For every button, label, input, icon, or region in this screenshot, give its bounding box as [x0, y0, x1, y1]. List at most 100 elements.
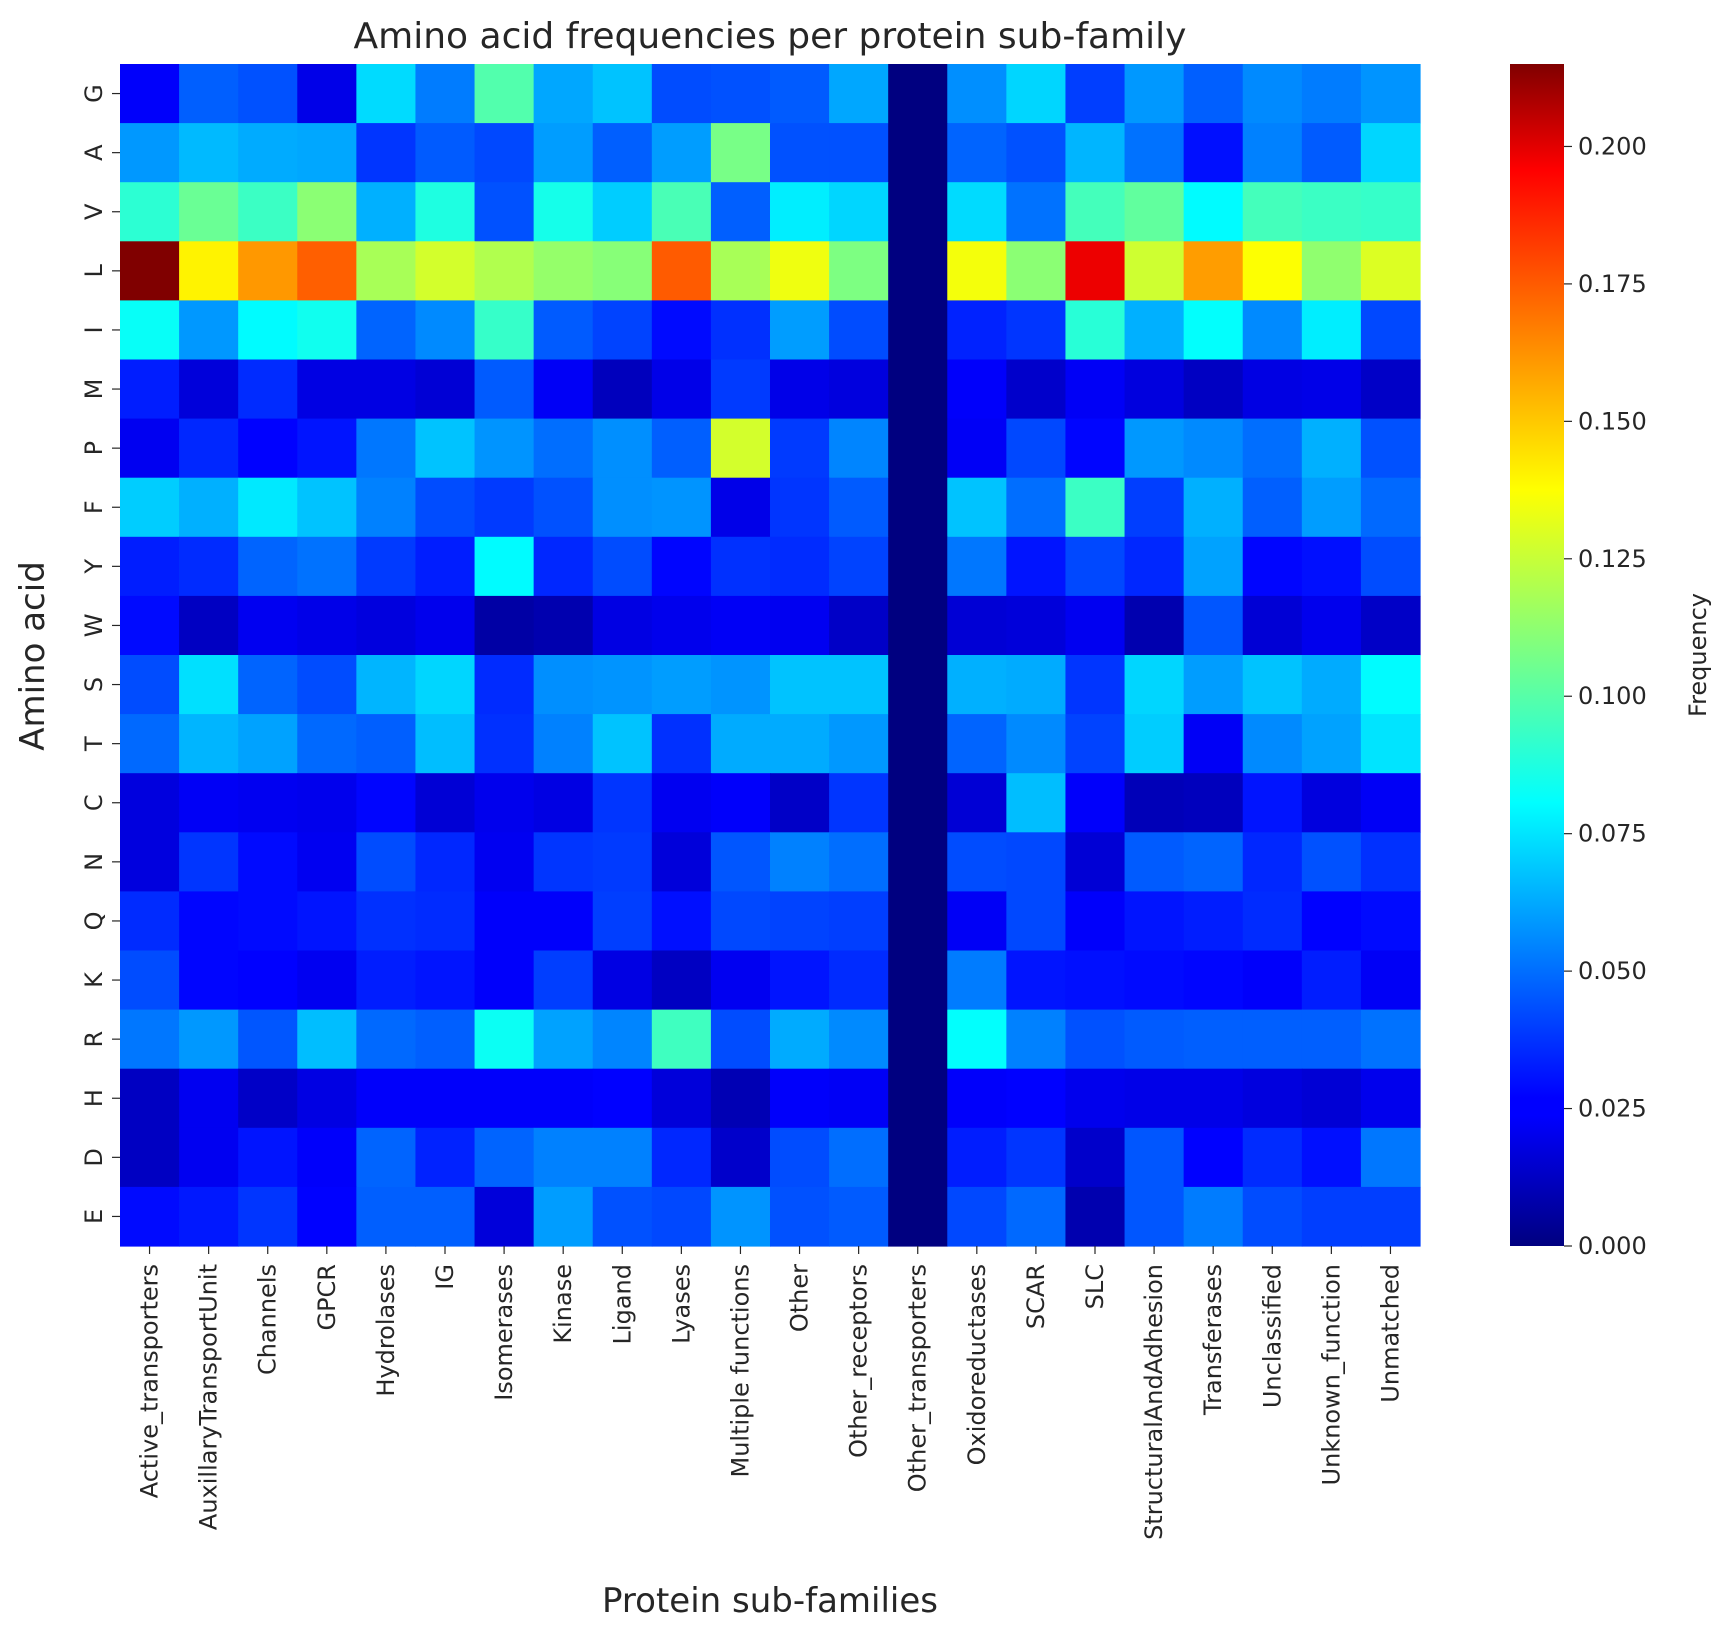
x-axis-label: Protein sub-families: [602, 1581, 938, 1621]
heatmap-cell: [829, 950, 889, 1011]
heatmap-cell: [1065, 950, 1126, 1011]
heatmap-cell: [770, 64, 830, 124]
heatmap-cell: [651, 950, 712, 1011]
heatmap-cell: [533, 595, 594, 656]
chart-title: Amino acid frequencies per protein sub-f…: [354, 16, 1187, 57]
heatmap-cell: [415, 832, 476, 892]
heatmap-cell: [1006, 418, 1067, 479]
heatmap-cell: [888, 714, 948, 774]
heatmap-cell: [356, 300, 417, 361]
x-tick-label: Unclassified: [1258, 1264, 1286, 1408]
heatmap-cell: [592, 950, 653, 1011]
heatmap-cell: [356, 714, 417, 774]
heatmap-cell: [829, 418, 889, 479]
heatmap-cell: [238, 891, 298, 952]
heatmap-cell: [1242, 891, 1303, 952]
heatmap-cell: [533, 1127, 594, 1188]
heatmap-cell: [1124, 418, 1185, 479]
y-tick-label: T: [80, 736, 108, 752]
heatmap-cell: [1183, 536, 1244, 597]
heatmap-cell: [1006, 655, 1067, 715]
heatmap-cell: [710, 418, 771, 479]
heatmap-cell: [474, 123, 535, 183]
heatmap-cell: [592, 536, 653, 597]
y-tick-label: L: [80, 264, 108, 278]
y-tick-label: M: [80, 379, 108, 400]
heatmap-cell: [1124, 773, 1185, 833]
colorbar-tick-label: 0.125: [1578, 545, 1647, 573]
heatmap-cell: [179, 241, 239, 301]
heatmap-cell: [297, 359, 357, 420]
heatmap-cell: [356, 891, 417, 952]
heatmap-cell: [297, 1009, 357, 1070]
heatmap-cell: [888, 123, 948, 183]
heatmap-cell: [1124, 123, 1185, 183]
heatmap-cell: [1301, 1068, 1362, 1129]
heatmap-cell: [1301, 477, 1362, 538]
heatmap-cell: [710, 182, 771, 242]
x-tick-label: Hydrolases: [372, 1264, 400, 1397]
heatmap-cell: [1360, 832, 1421, 892]
heatmap-cell: [1065, 832, 1126, 892]
colorbar-ticks: 0.000 0.025 0.050 0.075 0.100 0.125 0.150 0.175…: [1564, 132, 1647, 1260]
heatmap-cell: [356, 832, 417, 892]
heatmap-cell: [297, 123, 357, 183]
heatmap-cell: [1006, 64, 1067, 124]
heatmap-cell: [474, 1068, 535, 1129]
heatmap-cell: [238, 64, 298, 124]
heatmap-cell: [770, 773, 830, 833]
heatmap-cell: [179, 477, 239, 538]
heatmap-cell: [651, 123, 712, 183]
heatmap-cell: [238, 123, 298, 183]
heatmap-cell: [770, 1186, 830, 1247]
heatmap-cell: [1124, 477, 1185, 538]
heatmap-cell: [1183, 418, 1244, 479]
y-tick-label: P: [80, 441, 108, 455]
heatmap-cell: [1360, 1009, 1421, 1070]
heatmap-cell: [592, 595, 653, 656]
heatmap-cell: [356, 123, 417, 183]
heatmap-cell: [1183, 1068, 1244, 1129]
heatmap-cell: [415, 1186, 476, 1247]
heatmap-cell: [1360, 123, 1421, 183]
heatmap-cell: [947, 1127, 1007, 1188]
heatmap-cell: [356, 1068, 417, 1129]
heatmap-cell: [120, 891, 180, 952]
heatmap-cell: [592, 241, 653, 301]
heatmap-cell: [1360, 64, 1421, 124]
heatmap-cell: [947, 359, 1007, 420]
heatmap-cell: [651, 536, 712, 597]
heatmap-cell: [1124, 1068, 1185, 1129]
heatmap-cell: [415, 300, 476, 361]
y-tick-label: Q: [80, 912, 108, 931]
heatmap-cell: [533, 477, 594, 538]
heatmap-cell: [651, 891, 712, 952]
heatmap-cell: [1065, 1068, 1126, 1129]
heatmap-cell: [238, 418, 298, 479]
heatmap-cell: [179, 832, 239, 892]
heatmap-cell: [120, 595, 180, 656]
x-tick-label: Other_transporters: [904, 1264, 932, 1492]
heatmap-cell: [415, 1127, 476, 1188]
heatmap-cell: [356, 773, 417, 833]
heatmap-cell: [297, 536, 357, 597]
heatmap-cell: [238, 241, 298, 301]
heatmap-cell: [592, 182, 653, 242]
heatmap-cell: [1301, 1127, 1362, 1188]
heatmap-cell: [651, 241, 712, 301]
heatmap-cell: [1360, 595, 1421, 656]
x-tick-label: Channels: [254, 1264, 282, 1375]
heatmap-cell: [829, 64, 889, 124]
heatmap-cell: [829, 773, 889, 833]
heatmap-cell: [592, 1127, 653, 1188]
heatmap-cell: [1242, 832, 1303, 892]
heatmap-cell: [1065, 359, 1126, 420]
heatmap-cell: [947, 773, 1007, 833]
heatmap-cell: [888, 1068, 948, 1129]
heatmap-cell: [415, 1068, 476, 1129]
heatmap-cell: [710, 64, 771, 124]
heatmap-cell: [1124, 655, 1185, 715]
heatmap-cell: [474, 655, 535, 715]
heatmap-cell: [1301, 359, 1362, 420]
heatmap-cell: [179, 536, 239, 597]
